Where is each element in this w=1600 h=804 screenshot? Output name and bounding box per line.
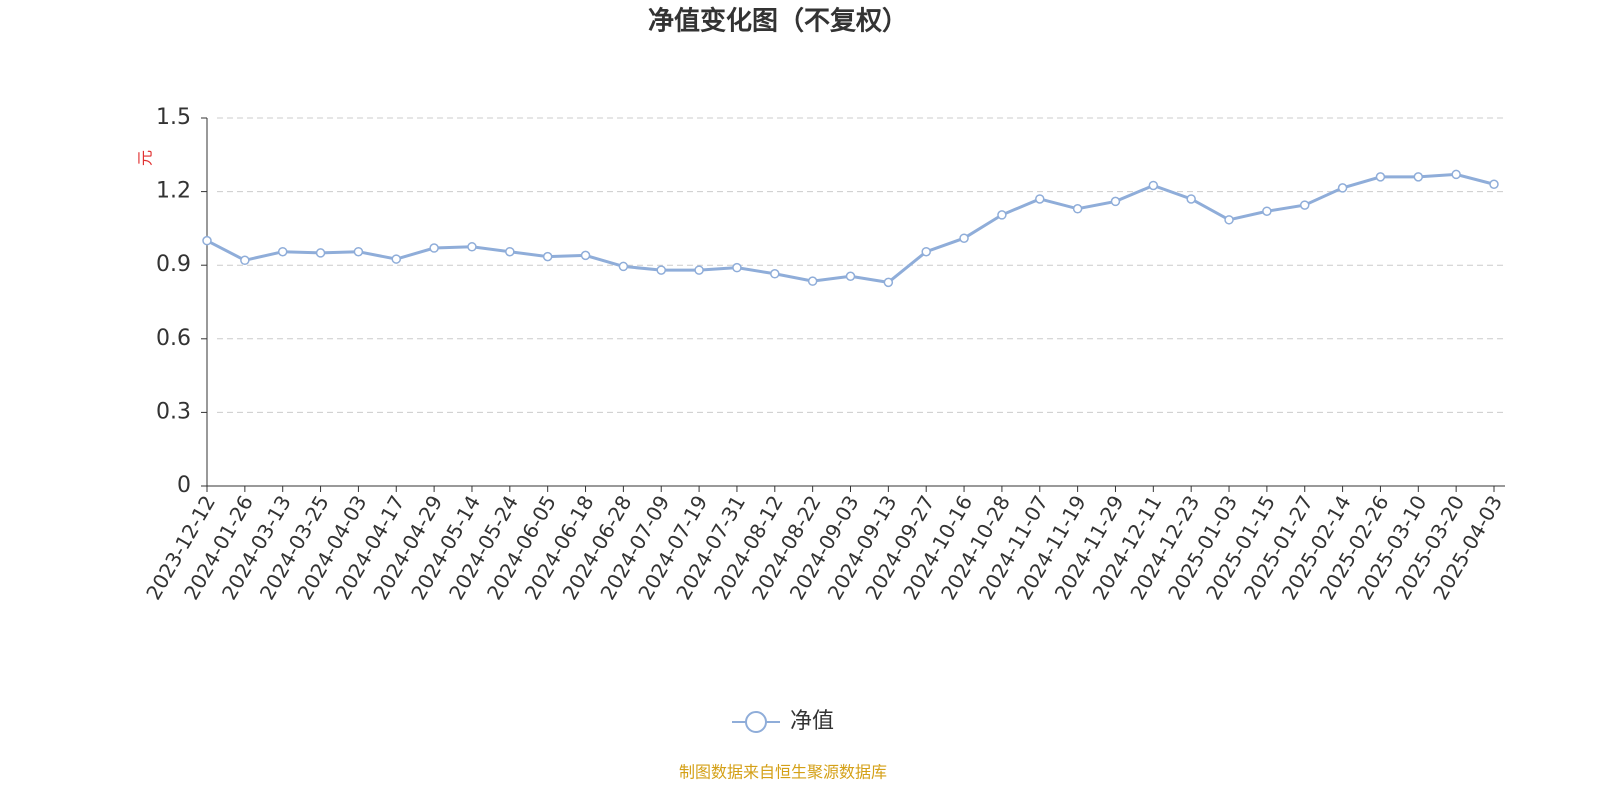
point (202, 235, 212, 246)
point (580, 250, 591, 261)
point (391, 254, 402, 264)
point (1148, 180, 1159, 191)
point (1035, 194, 1045, 204)
point (1072, 204, 1083, 214)
point (240, 255, 250, 266)
point (1413, 172, 1424, 182)
point (1262, 206, 1272, 216)
point (1375, 172, 1386, 182)
source-note: 制图数据来自恒生聚源数据库 (679, 763, 887, 782)
point (997, 210, 1007, 220)
y-tick-label: 0.6 (156, 326, 191, 351)
point (467, 242, 477, 252)
legend-label: 净值 (790, 709, 834, 734)
y-axis-label: 元 (136, 150, 155, 166)
point (845, 271, 856, 281)
point (694, 265, 704, 275)
point (1337, 183, 1348, 193)
point (505, 246, 515, 257)
point (1224, 215, 1234, 225)
chart-title: 净值变化图（不复权） (648, 6, 908, 37)
y-tick-label: 0 (177, 473, 191, 498)
point (883, 277, 894, 288)
y-tick-label: 0.3 (156, 399, 191, 424)
point (353, 246, 364, 257)
point (1186, 194, 1196, 204)
point (1299, 200, 1310, 210)
point (807, 276, 818, 286)
point (1451, 169, 1461, 180)
y-tick-label: 1.2 (156, 179, 191, 204)
point (732, 262, 742, 273)
point (542, 251, 553, 262)
point (618, 261, 629, 272)
point (429, 243, 439, 253)
y-tick-label: 1.5 (156, 105, 191, 130)
series-line (206, 172, 1495, 284)
point (315, 248, 326, 258)
legend-marker (745, 711, 767, 733)
point (277, 246, 288, 257)
y-tick-label: 0.9 (156, 252, 191, 277)
point (959, 233, 969, 243)
point (921, 246, 931, 257)
point (1110, 196, 1121, 207)
point (770, 269, 780, 279)
point (1489, 179, 1499, 189)
point (656, 265, 666, 275)
